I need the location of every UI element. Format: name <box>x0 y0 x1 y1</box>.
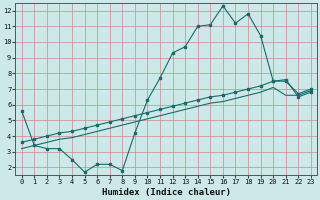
X-axis label: Humidex (Indice chaleur): Humidex (Indice chaleur) <box>102 188 231 197</box>
